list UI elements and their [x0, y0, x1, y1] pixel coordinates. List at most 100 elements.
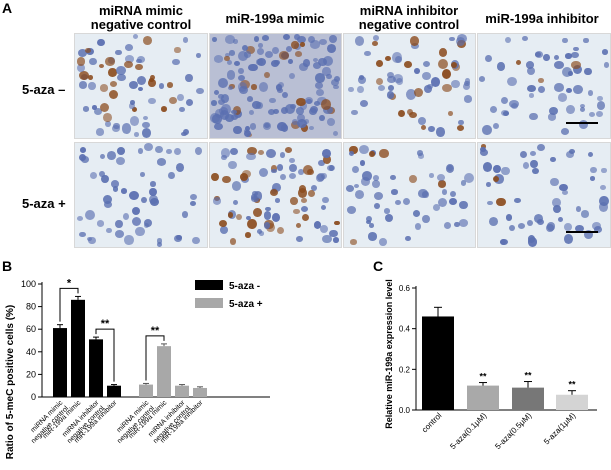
- positive-cell: [334, 220, 340, 226]
- nucleus-cell: [489, 217, 499, 227]
- chart-c-bar: [512, 387, 544, 410]
- chart-c-bar: [467, 385, 499, 410]
- nucleus-cell: [601, 168, 607, 173]
- nucleus-cell: [552, 198, 561, 207]
- nucleus-cell: [333, 237, 339, 243]
- micrograph-r1-c1: [74, 33, 208, 139]
- nucleus-cell: [249, 123, 257, 130]
- nucleus-cell: [497, 62, 505, 71]
- positive-cell: [245, 232, 252, 238]
- chart-c-xtick-label: 5-aza(1μM): [542, 411, 578, 447]
- nucleus-cell: [101, 174, 110, 184]
- positive-cell: [251, 84, 257, 90]
- nucleus-cell: [82, 106, 90, 112]
- nucleus-cell: [354, 35, 365, 46]
- positive-cell: [496, 197, 506, 207]
- chart-c: Relative miR-199a expression level 0.0 0.…: [384, 279, 597, 451]
- positive-cell: [269, 188, 279, 196]
- nucleus-cell: [134, 131, 140, 137]
- positive-cell: [410, 36, 419, 46]
- nucleus-cell: [181, 210, 189, 218]
- nucleus-cell: [460, 180, 467, 186]
- nucleus-cell: [390, 175, 396, 181]
- nucleus-cell: [584, 67, 592, 76]
- nucleus-cell: [276, 163, 284, 171]
- nucleus-cell: [543, 54, 550, 61]
- nucleus-cell: [115, 230, 125, 238]
- positive-cell: [307, 190, 316, 198]
- nucleus-cell: [550, 157, 556, 163]
- positive-cell: [143, 36, 153, 45]
- nucleus-cell: [78, 153, 87, 162]
- nucleus-cell: [210, 112, 221, 123]
- positive-cell: [79, 70, 90, 80]
- positive-cell: [258, 149, 265, 155]
- nucleus-cell: [139, 172, 145, 178]
- nucleus-cell: [253, 35, 260, 42]
- nucleus-cell: [96, 220, 105, 227]
- nucleus-cell: [165, 148, 172, 155]
- nucleus-cell: [482, 124, 492, 135]
- nucleus-cell: [132, 206, 141, 216]
- nucleus-cell: [156, 238, 163, 244]
- nucleus-cell: [256, 59, 263, 65]
- chart-b-bar: [89, 339, 103, 397]
- positive-cell: [379, 149, 389, 158]
- nucleus-cell: [504, 37, 511, 44]
- nucleus-cell: [553, 83, 564, 92]
- chart-b-bar: [175, 385, 189, 397]
- positive-cell: [442, 68, 452, 79]
- chart-b-significance-label: **: [151, 325, 160, 337]
- nucleus-cell: [116, 147, 125, 156]
- nucleus-cell: [233, 61, 240, 67]
- positive-cell: [239, 172, 249, 182]
- positive-cell: [264, 72, 270, 79]
- nucleus-cell: [464, 78, 471, 84]
- chart-b-significance-bracket: [59, 287, 79, 322]
- nucleus-cell: [271, 183, 282, 192]
- nucleus-cell: [78, 81, 88, 90]
- nucleus-cell: [321, 149, 331, 158]
- nucleus-cell: [257, 229, 263, 235]
- nucleus-cell: [417, 150, 424, 156]
- nucleus-cell: [124, 235, 134, 245]
- nucleus-cell: [116, 156, 126, 165]
- nucleus-cell: [136, 58, 142, 64]
- nucleus-cell: [435, 126, 446, 137]
- nucleus-cell: [596, 110, 604, 118]
- nucleus-cell: [459, 219, 469, 228]
- positive-cell: [437, 180, 446, 188]
- nucleus-cell: [482, 162, 492, 172]
- positive-cell: [76, 57, 86, 66]
- nucleus-cell: [142, 128, 151, 138]
- positive-cell: [480, 143, 487, 149]
- nucleus-cell: [105, 227, 112, 234]
- nucleus-cell: [596, 101, 605, 110]
- chart-b-bar: [107, 385, 121, 397]
- nucleus-cell: [329, 229, 338, 238]
- nucleus-cell: [266, 148, 276, 158]
- nucleus-cell: [562, 37, 568, 44]
- positive-cell: [218, 219, 228, 228]
- positive-cell: [447, 110, 453, 116]
- nucleus-cell: [103, 194, 112, 204]
- nucleus-cell: [351, 109, 358, 116]
- nucleus-cell: [365, 219, 372, 225]
- column-header-4: miR-199a inhibitor: [485, 11, 599, 26]
- nucleus-cell: [318, 159, 326, 167]
- nucleus-cell: [571, 52, 579, 59]
- nucleus-cell: [323, 106, 333, 115]
- positive-cell: [169, 96, 178, 105]
- nucleus-cell: [550, 178, 559, 187]
- micrograph-r2-c1: [74, 142, 208, 248]
- nucleus-cell: [120, 188, 128, 195]
- positive-cell: [108, 68, 117, 77]
- nucleus-cell: [220, 110, 230, 120]
- nucleus-cell: [248, 109, 254, 116]
- nucleus-cell: [156, 158, 166, 166]
- positive-cell: [451, 62, 458, 69]
- nucleus-cell: [271, 212, 281, 222]
- nucleus-cell: [267, 108, 276, 115]
- nucleus-cell: [485, 54, 493, 63]
- chart-b-legend-swatch: [195, 280, 223, 290]
